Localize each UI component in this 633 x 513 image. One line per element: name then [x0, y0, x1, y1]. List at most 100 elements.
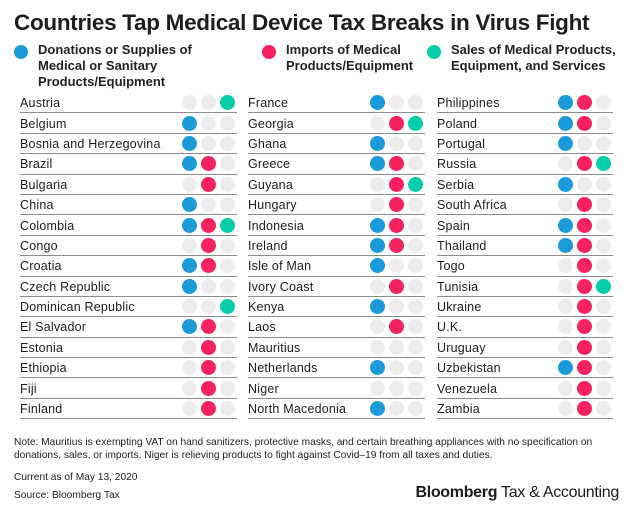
dot-donations-inactive — [370, 278, 385, 294]
table-row: Kenya — [248, 297, 425, 318]
dot-imports-active — [577, 197, 592, 213]
dot-imports-active — [389, 197, 404, 213]
dot-sales-inactive — [408, 339, 423, 355]
country-name: Tunisia — [437, 279, 479, 294]
dot-sales-inactive — [408, 401, 423, 417]
country-name: Mauritius — [248, 340, 301, 355]
status-dots — [182, 95, 235, 111]
dot-donations-active — [370, 360, 385, 376]
dot-imports-active — [389, 115, 404, 131]
legend-label-sales: Sales of Medical Products, Equipment, an… — [451, 42, 616, 73]
dot-imports-inactive — [389, 339, 404, 355]
status-dots — [370, 115, 423, 131]
table-row: Uruguay — [437, 338, 613, 359]
dot-imports-active — [201, 401, 216, 417]
table-row: Belgium — [20, 113, 237, 134]
footnote: Note: Mauritius is exempting VAT on hand… — [14, 437, 593, 461]
table-row: Mauritius — [248, 338, 425, 359]
status-dots — [182, 339, 235, 355]
country-name: Finland — [20, 402, 63, 417]
country-column-1: Austria Belgium Bosnia and Herzegovina Braz… — [20, 93, 237, 420]
dot-imports-active — [201, 258, 216, 274]
legend-dot-sales — [427, 45, 441, 59]
table-row: Bulgaria — [20, 175, 237, 195]
table-row: France — [248, 93, 425, 114]
table-row: Indonesia — [248, 215, 425, 236]
country-name: Bosnia and Herzegovina — [20, 136, 161, 151]
dot-donations-active — [558, 135, 573, 151]
dot-donations-inactive — [558, 380, 573, 396]
dot-sales-inactive — [596, 319, 611, 335]
table-row: Thailand — [437, 236, 613, 257]
status-dots — [182, 278, 235, 294]
country-name: Croatia — [20, 259, 62, 274]
status-dots — [558, 360, 611, 376]
dot-imports-active — [577, 156, 592, 172]
dot-imports-active — [577, 115, 592, 131]
chart-title: Countries Tap Medical Device Tax Breaks … — [14, 10, 590, 35]
country-name: Congo — [20, 238, 58, 253]
table-row: Brazil — [20, 154, 237, 175]
dot-donations-inactive — [558, 319, 573, 335]
country-name: Czech Republic — [20, 279, 111, 294]
status-dots — [370, 299, 423, 315]
dot-sales-inactive — [596, 115, 611, 131]
legend-item-imports: Imports of Medical Products/Equipment — [262, 42, 431, 74]
table-row: Austria — [20, 93, 237, 114]
dot-donations-active — [182, 115, 197, 131]
status-dots — [558, 135, 611, 151]
dot-sales-inactive — [220, 258, 235, 274]
country-name: Niger — [248, 381, 279, 396]
dot-imports-active — [201, 339, 216, 355]
country-name: Zambia — [437, 402, 480, 417]
status-dots — [370, 95, 423, 111]
dot-donations-active — [370, 237, 385, 253]
status-dots — [370, 217, 423, 233]
country-name: Indonesia — [248, 218, 305, 233]
status-dots — [182, 115, 235, 131]
dot-imports-active — [577, 278, 592, 294]
table-row: U.K. — [437, 317, 613, 338]
country-name: Ethiopia — [20, 361, 67, 376]
dot-donations-active — [558, 237, 573, 253]
dot-donations-active — [370, 299, 385, 315]
country-name: Uruguay — [437, 340, 486, 355]
dot-donations-inactive — [558, 401, 573, 417]
status-dots — [370, 237, 423, 253]
table-row: South Africa — [437, 195, 613, 216]
status-dots — [182, 299, 235, 315]
status-dots — [182, 176, 235, 192]
dot-sales-inactive — [596, 380, 611, 396]
country-name: Netherlands — [248, 361, 318, 376]
brand-rest: Tax & Accounting — [497, 484, 619, 501]
dot-donations-inactive — [558, 278, 573, 294]
legend-dot-imports — [262, 45, 276, 59]
dot-sales-inactive — [408, 237, 423, 253]
dot-donations-active — [370, 156, 385, 172]
dot-donations-active — [558, 176, 573, 192]
dot-sales-inactive — [596, 237, 611, 253]
status-dots — [370, 401, 423, 417]
table-row: Isle of Man — [248, 256, 425, 277]
status-dots — [558, 115, 611, 131]
table-row: Ghana — [248, 134, 425, 155]
dot-imports-active — [577, 95, 592, 111]
table-row: Ireland — [248, 236, 425, 257]
dot-donations-inactive — [558, 156, 573, 172]
status-dots — [558, 156, 611, 172]
table-row: Ukraine — [437, 297, 613, 318]
dot-sales-inactive — [408, 380, 423, 396]
status-dots — [182, 197, 235, 213]
country-name: Colombia — [20, 218, 75, 233]
status-dots — [558, 339, 611, 355]
legend-label-donations: Donations or Supplies of Medical or Sani… — [38, 42, 192, 89]
country-name: Belgium — [20, 116, 67, 131]
table-row: Dominican Republic — [20, 297, 237, 318]
dot-donations-active — [370, 217, 385, 233]
country-name: Isle of Man — [248, 259, 312, 274]
dot-sales-active — [408, 115, 423, 131]
status-dots — [182, 237, 235, 253]
status-dots — [558, 319, 611, 335]
table-row: Ethiopia — [20, 358, 237, 379]
dot-imports-active — [201, 176, 216, 192]
